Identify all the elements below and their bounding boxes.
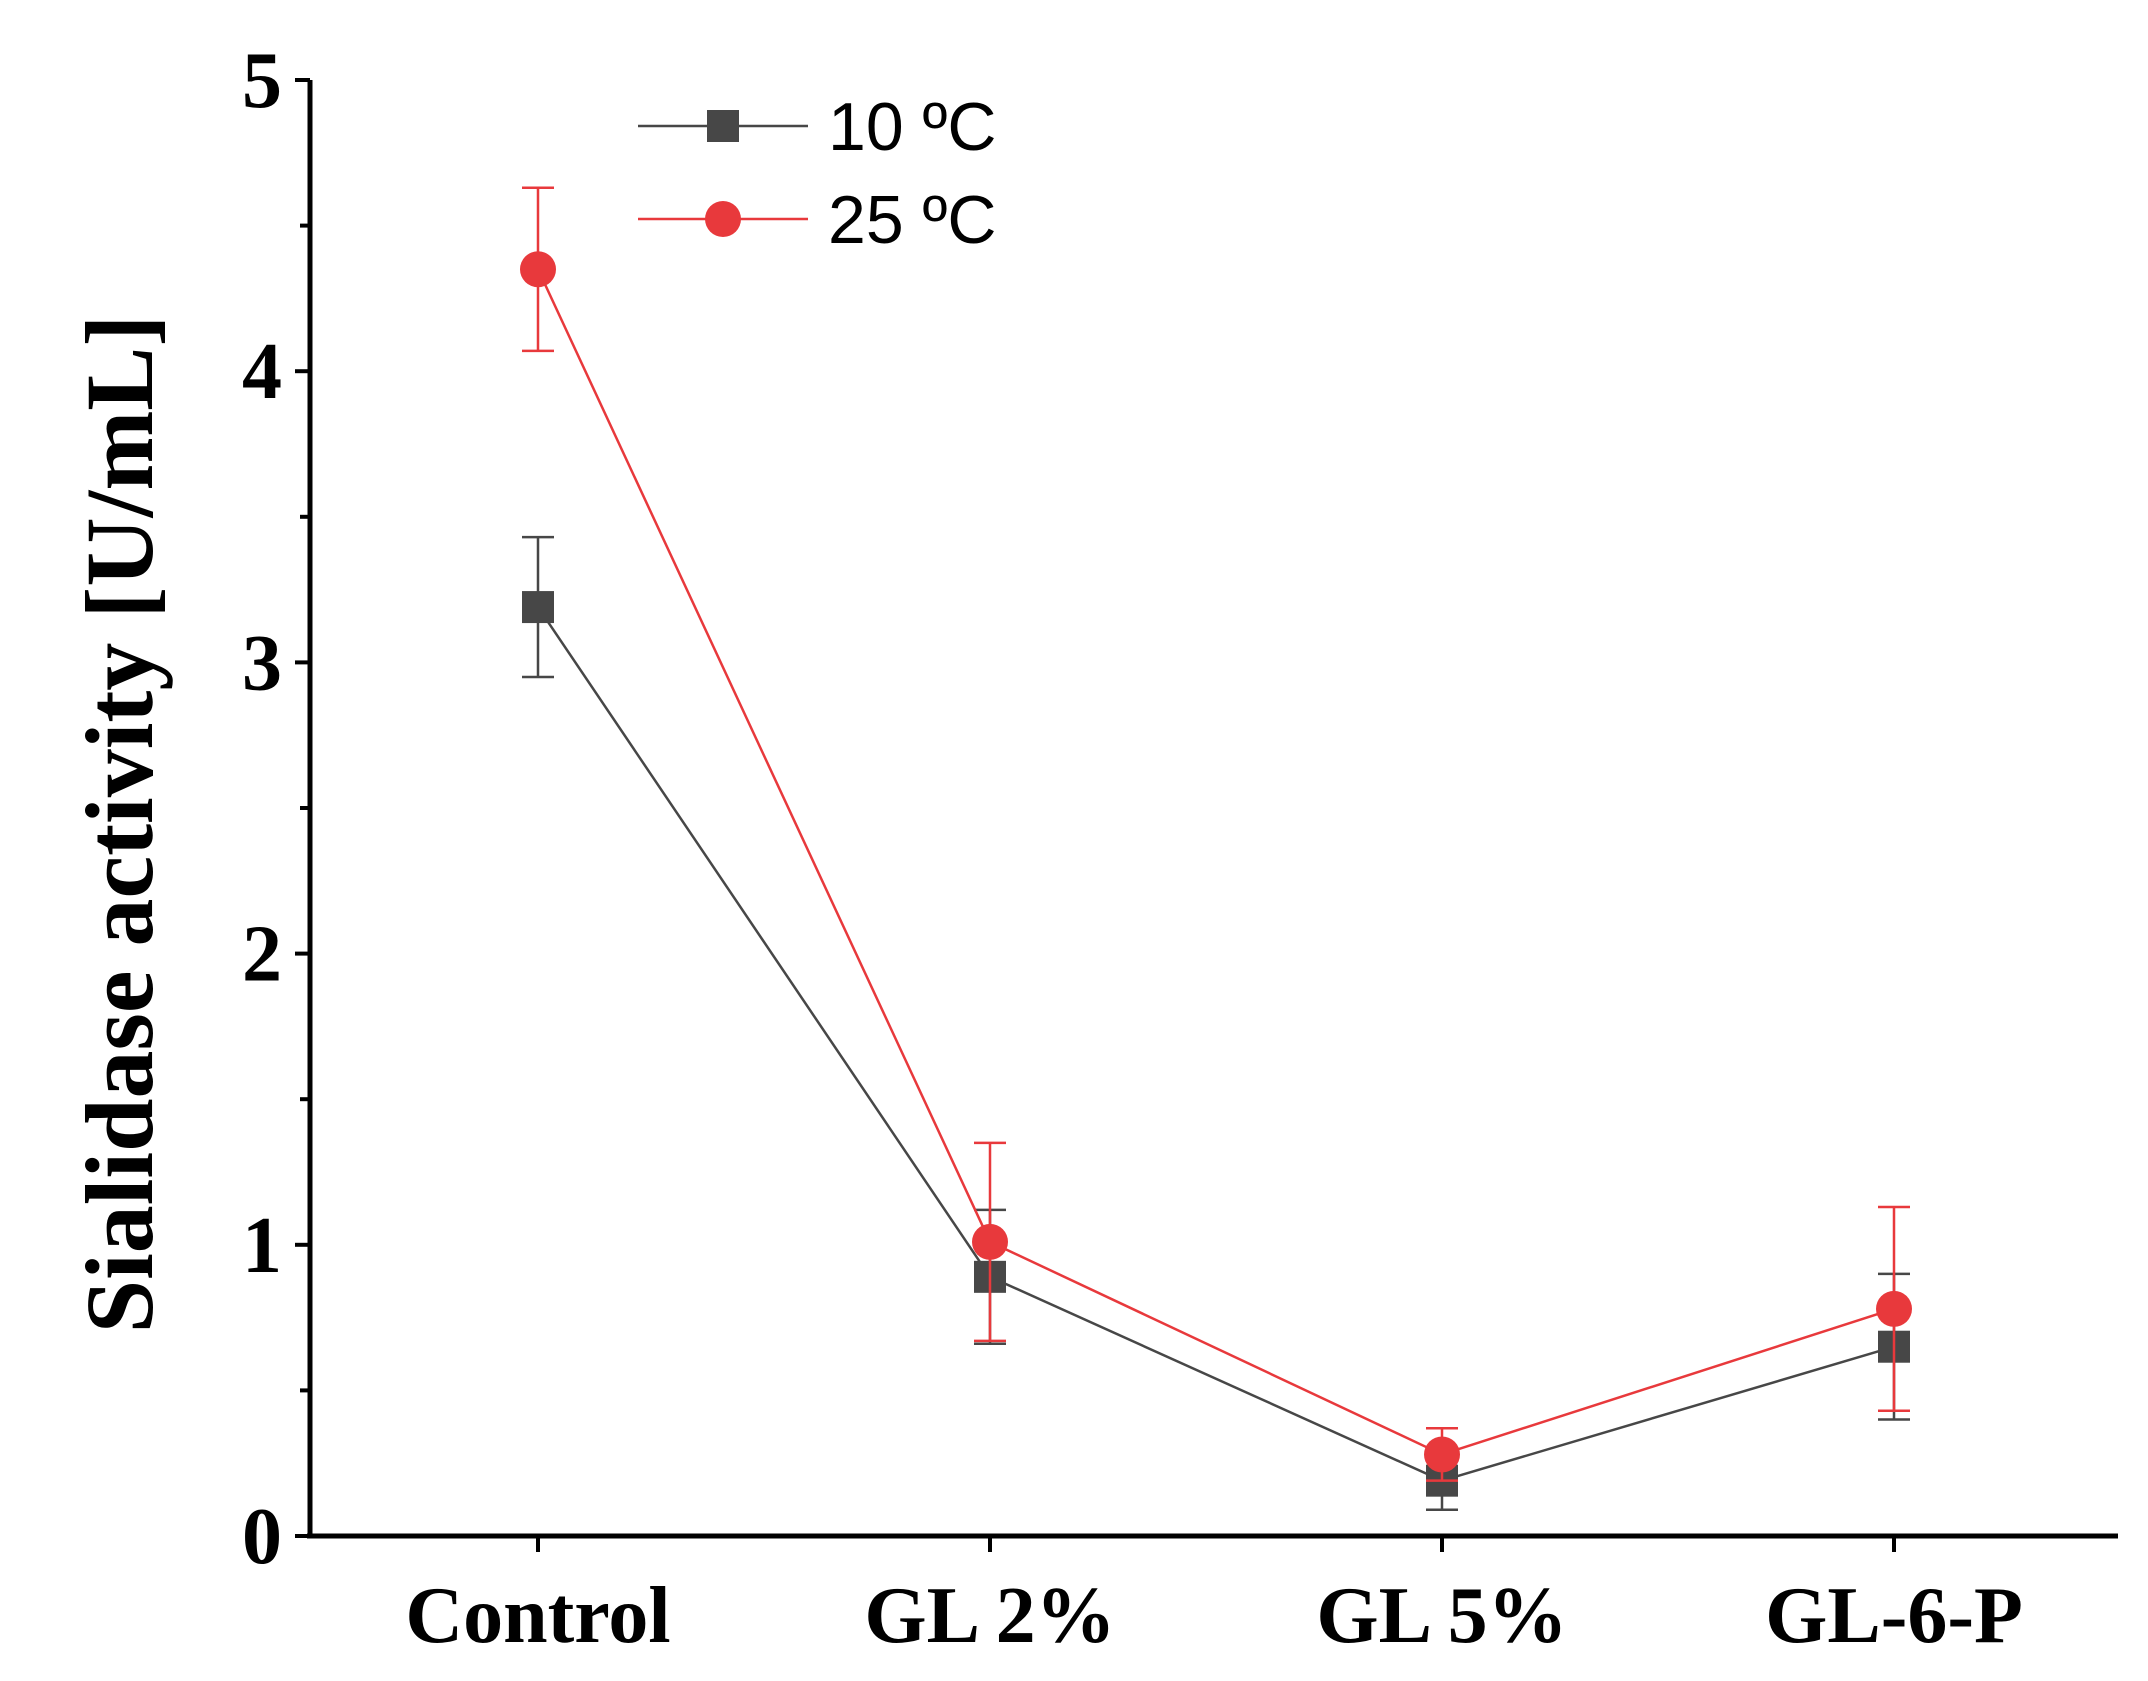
series-layer: [520, 186, 1912, 1512]
data-point-circle: [972, 1223, 1008, 1260]
y-tick-label: 0: [242, 1493, 282, 1581]
x-tick-label: GL 2%: [864, 1572, 1115, 1660]
x-tick-label: Control: [405, 1572, 670, 1660]
x-ticks: Control GL 2% GL 5% GL-6-P: [405, 1536, 2023, 1660]
data-point-circle: [1876, 1290, 1912, 1327]
y-tick-label: 2: [242, 911, 282, 999]
x-tick-label: GL 5%: [1316, 1572, 1567, 1660]
legend-label: 25 ºC: [828, 182, 996, 258]
data-point-square: [522, 591, 554, 624]
series-2: [520, 186, 1912, 1482]
x-tick-label: GL-6-P: [1765, 1572, 2023, 1660]
series-line: [536, 606, 1895, 1483]
legend: 10 ºC 25 ºC: [638, 89, 996, 258]
data-point-circle: [1424, 1436, 1460, 1473]
y-ticks: 0 1 2 3 4 5: [242, 37, 310, 1581]
y-tick-label: 4: [242, 328, 282, 416]
legend-label: 10 ºC: [828, 89, 996, 165]
series-line: [536, 268, 1895, 1456]
legend-marker-square: [707, 110, 739, 142]
y-axis-title: Sialidase activity [U/mL]: [66, 315, 173, 1334]
legend-marker-circle: [705, 201, 741, 237]
y-tick-label: 1: [242, 1202, 282, 1290]
data-point-circle: [520, 251, 556, 288]
axes: [307, 80, 2118, 1539]
y-tick-label: 5: [242, 37, 282, 125]
y-tick-label: 3: [242, 619, 282, 707]
